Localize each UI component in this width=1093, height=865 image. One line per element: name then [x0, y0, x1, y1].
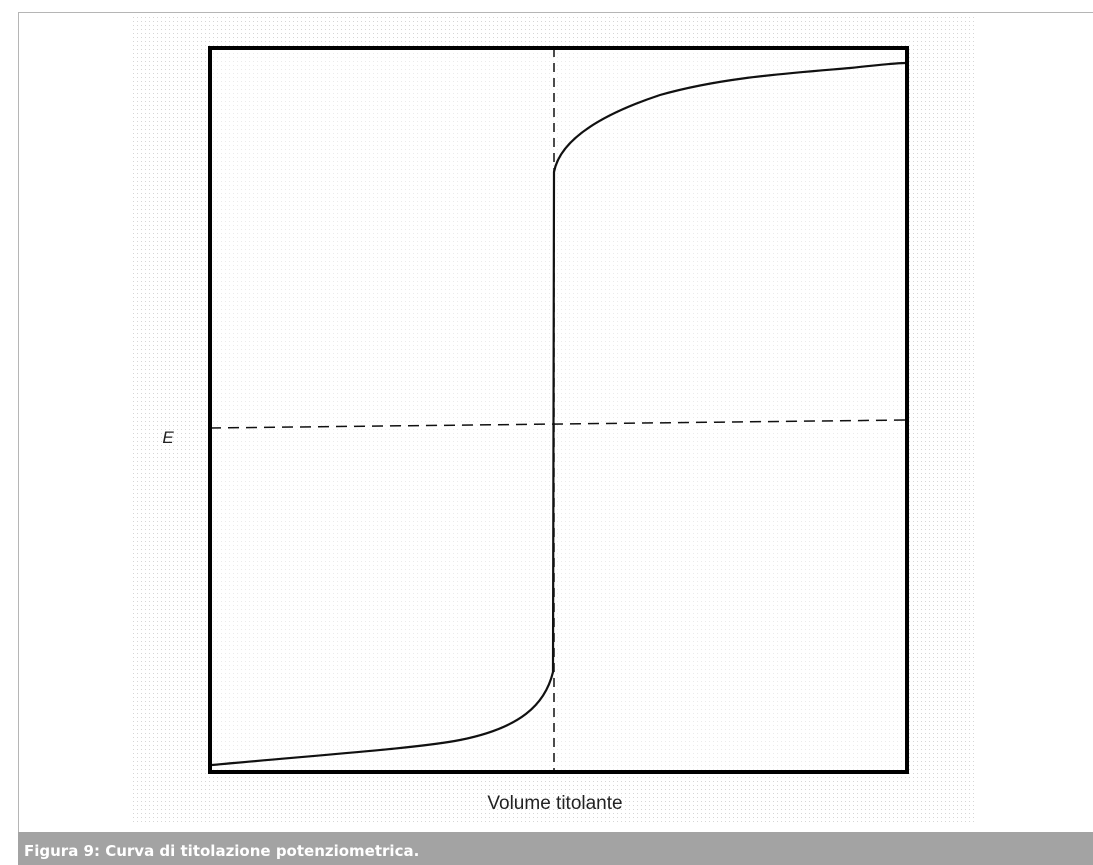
caption: Figura 9: Curva di titolazione potenziom…	[24, 842, 419, 860]
titration-curve	[211, 61, 906, 767]
x-label: Volume titolante	[487, 793, 622, 814]
y-label: E	[162, 428, 174, 447]
potential-line	[209, 419, 908, 429]
plot-dots	[210, 48, 907, 772]
plot-border	[208, 46, 909, 774]
caption-bar	[18, 832, 1093, 865]
